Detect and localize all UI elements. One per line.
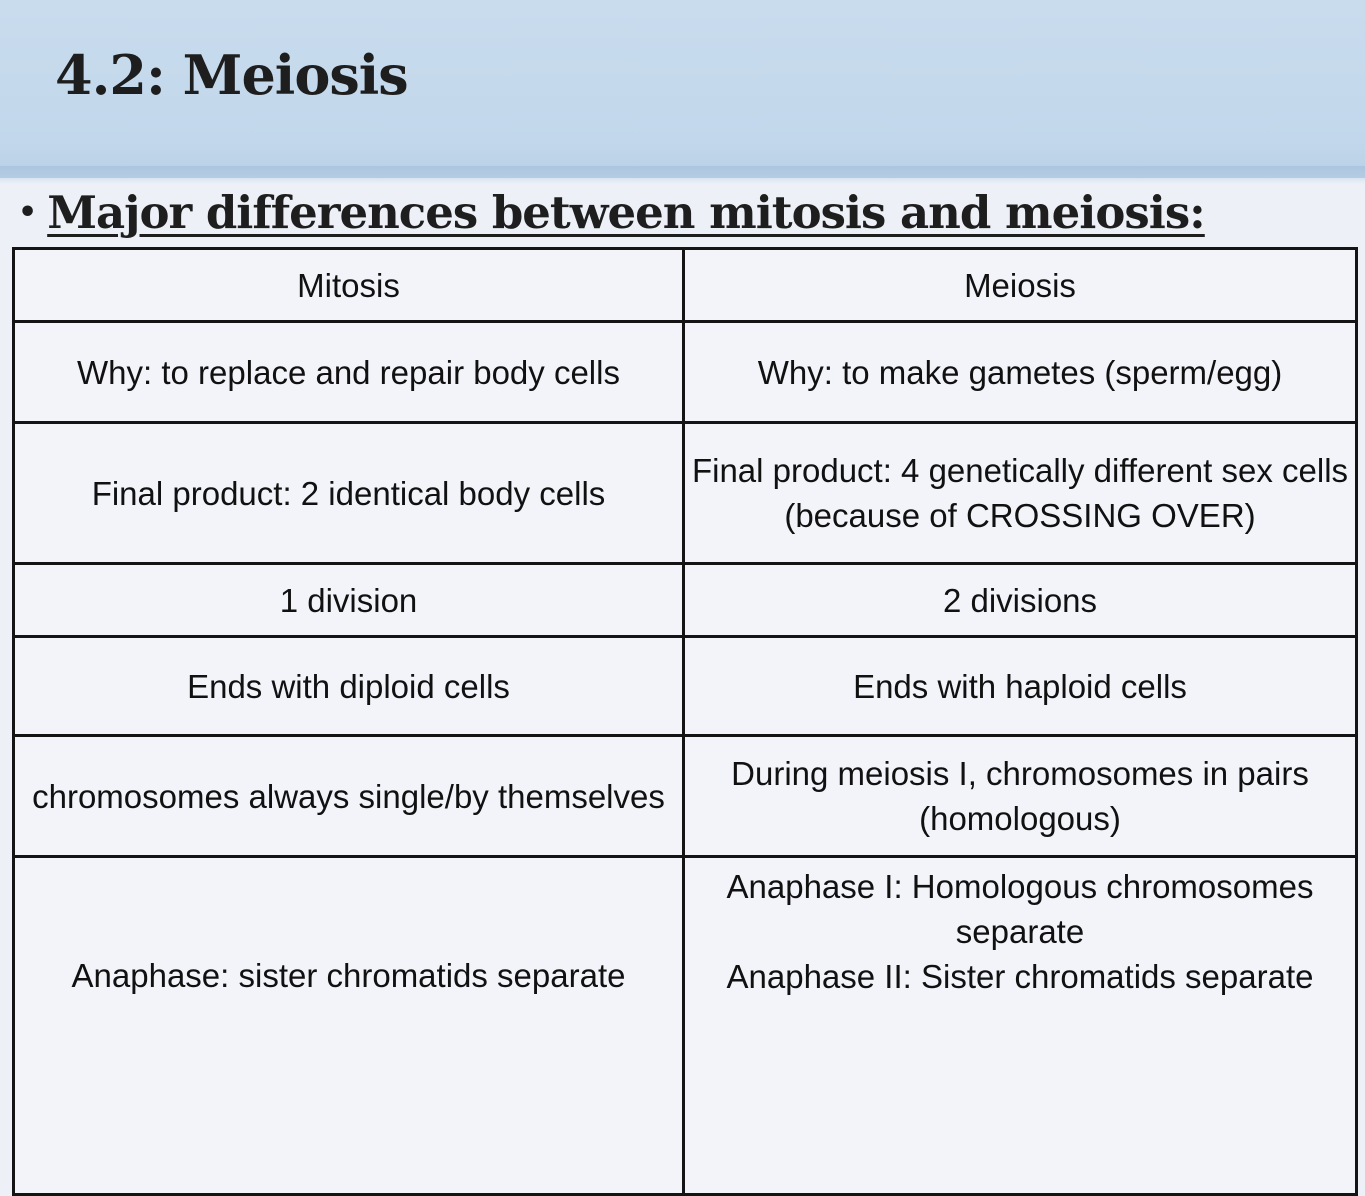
mitosis-cell: Ends with diploid cells: [12, 635, 685, 737]
table-row: Why: to replace and repair body cells Wh…: [12, 320, 1358, 424]
mitosis-cell: Final product: 2 identical body cells: [12, 421, 685, 565]
bullet-icon: •: [18, 194, 38, 230]
mitosis-cell: 1 division: [12, 562, 685, 638]
meiosis-cell: Anaphase I: Homologous chromosomes separ…: [682, 855, 1358, 1196]
meiosis-cell: Final product: 4 genetically different s…: [682, 421, 1358, 565]
title-banner: [0, 0, 1365, 178]
table-row: Anaphase: sister chromatids separate Ana…: [12, 855, 1358, 1196]
table-row: chromosomes always single/by themselves …: [12, 734, 1358, 858]
slide-title: 4.2: Meiosis: [55, 43, 409, 107]
slide-subtitle: Major differences between mitosis and me…: [47, 185, 1206, 239]
header-meiosis: Meiosis: [682, 247, 1358, 323]
table-header-row: Mitosis Meiosis: [12, 247, 1358, 323]
table-row: Ends with diploid cells Ends with haploi…: [12, 635, 1358, 737]
meiosis-cell: Ends with haploid cells: [682, 635, 1358, 737]
meiosis-cell: 2 divisions: [682, 562, 1358, 638]
table-row: 1 division 2 divisions: [12, 562, 1358, 638]
mitosis-cell: Why: to replace and repair body cells: [12, 320, 685, 424]
comparison-table: Mitosis Meiosis Why: to replace and repa…: [12, 247, 1358, 1196]
mitosis-cell: chromosomes always single/by themselves: [12, 734, 685, 858]
meiosis-cell: During meiosis I, chromosomes in pairs (…: [682, 734, 1358, 858]
header-mitosis: Mitosis: [12, 247, 685, 323]
mitosis-cell: Anaphase: sister chromatids separate: [12, 855, 685, 1196]
banner-edge: [0, 166, 1365, 184]
table-row: Final product: 2 identical body cells Fi…: [12, 421, 1358, 565]
subtitle-bullet-row: • Major differences between mitosis and …: [18, 182, 1206, 242]
meiosis-cell: Why: to make gametes (sperm/egg): [682, 320, 1358, 424]
